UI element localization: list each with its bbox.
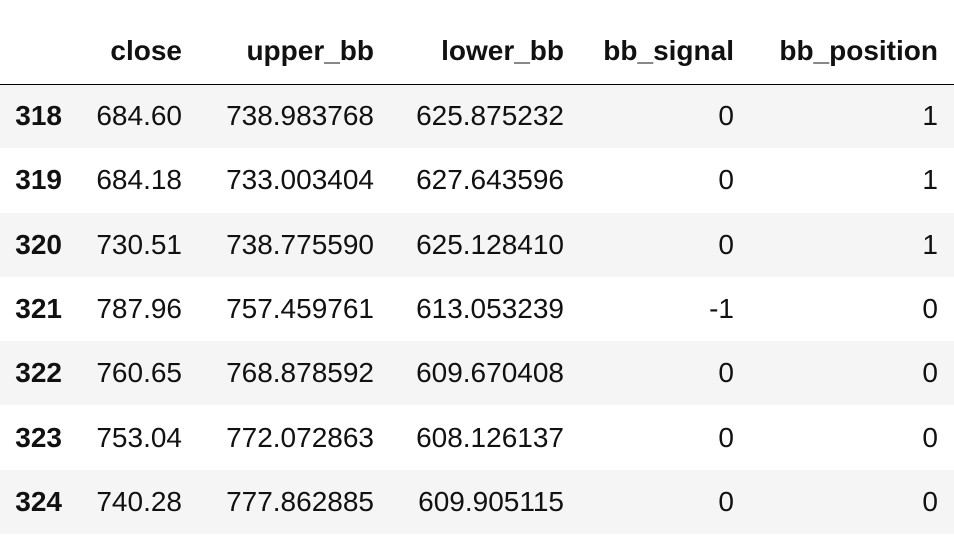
cell-upper-bb: 768.878592 (226, 357, 374, 389)
cell-close: 760.65 (96, 357, 182, 389)
row-index: 320 (15, 228, 62, 260)
cell-bb-signal: 0 (718, 228, 734, 260)
table-row: 320 730.51 738.775590 625.128410 0 1 (0, 212, 954, 277)
cell-close: 753.04 (96, 421, 182, 453)
cell-bb-position: 0 (922, 357, 938, 389)
cell-bb-position: 1 (922, 164, 938, 196)
cell-lower-bb: 613.053239 (416, 293, 564, 325)
cell-lower-bb: 609.670408 (416, 357, 564, 389)
cell-bb-position: 0 (922, 293, 938, 325)
row-index: 323 (15, 421, 62, 453)
table-row: 323 753.04 772.072863 608.126137 0 0 (0, 405, 954, 470)
row-index: 318 (15, 100, 62, 132)
cell-close: 730.51 (96, 228, 182, 260)
row-index: 324 (15, 485, 62, 517)
cell-upper-bb: 738.983768 (226, 100, 374, 132)
cell-close: 787.96 (96, 293, 182, 325)
cell-upper-bb: 733.003404 (226, 164, 374, 196)
table-row: 322 760.65 768.878592 609.670408 0 0 (0, 341, 954, 406)
cell-bb-signal: 0 (718, 421, 734, 453)
table-row: 319 684.18 733.003404 627.643596 0 1 (0, 148, 954, 213)
cell-upper-bb: 738.775590 (226, 228, 374, 260)
cell-bb-signal: 0 (718, 100, 734, 132)
cell-lower-bb: 627.643596 (416, 164, 564, 196)
table-row: 324 740.28 777.862885 609.905115 0 0 (0, 469, 954, 535)
cell-close: 740.28 (96, 485, 182, 517)
cell-upper-bb: 757.459761 (226, 293, 374, 325)
cell-bb-position: 0 (922, 485, 938, 517)
cell-lower-bb: 608.126137 (416, 421, 564, 453)
table-body: 318 684.60 738.983768 625.875232 0 1 319… (0, 84, 954, 535)
column-header-lower-bb: lower_bb (390, 19, 580, 85)
cell-bb-position: 1 (922, 228, 938, 260)
table-row: 318 684.60 738.983768 625.875232 0 1 (0, 84, 954, 149)
row-index: 319 (15, 164, 62, 196)
cell-bb-signal: 0 (718, 357, 734, 389)
cell-bb-signal: -1 (709, 293, 734, 325)
table-row: 321 787.96 757.459761 613.053239 -1 0 (0, 276, 954, 342)
cell-lower-bb: 625.128410 (416, 228, 564, 260)
column-header-bb-signal: bb_signal (580, 19, 750, 85)
index-column-header (0, 19, 78, 85)
cell-lower-bb: 625.875232 (416, 100, 564, 132)
column-header-bb-position: bb_position (750, 19, 954, 85)
cell-lower-bb: 609.905115 (418, 485, 564, 517)
cell-upper-bb: 772.072863 (226, 421, 374, 453)
cell-bb-signal: 0 (718, 164, 734, 196)
row-index: 322 (15, 357, 62, 389)
cell-close: 684.60 (96, 100, 182, 132)
header-row: close upper_bb lower_bb bb_signal bb_pos… (0, 19, 954, 85)
column-header-close: close (78, 19, 198, 85)
column-header-upper-bb: upper_bb (198, 19, 390, 85)
cell-bb-signal: 0 (718, 485, 734, 517)
row-index: 321 (15, 293, 62, 325)
cell-bb-position: 1 (922, 100, 938, 132)
dataframe-table: close upper_bb lower_bb bb_signal bb_pos… (0, 19, 954, 535)
cell-bb-position: 0 (922, 421, 938, 453)
cell-upper-bb: 777.862885 (226, 485, 374, 517)
cell-close: 684.18 (96, 164, 182, 196)
table-header: close upper_bb lower_bb bb_signal bb_pos… (0, 19, 954, 85)
